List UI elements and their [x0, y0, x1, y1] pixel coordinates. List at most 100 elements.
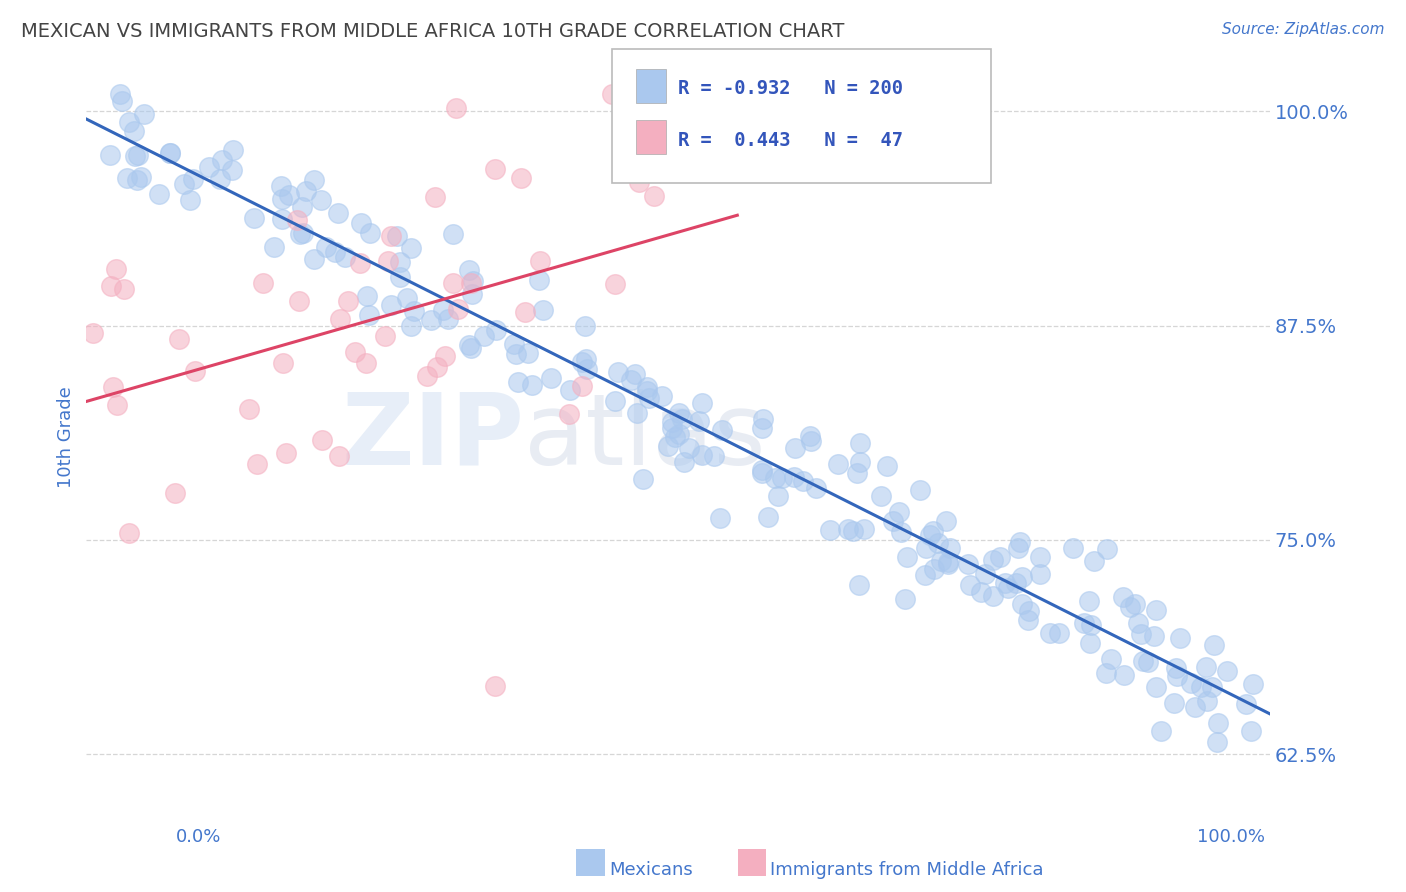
Point	[359, 226, 381, 240]
Point	[1130, 627, 1153, 641]
Text: ZIP: ZIP	[342, 389, 524, 485]
Point	[574, 318, 596, 333]
Point	[402, 304, 425, 318]
Text: atlas: atlas	[524, 389, 766, 485]
Point	[770, 471, 793, 485]
Point	[211, 153, 233, 168]
Point	[688, 414, 710, 428]
Point	[1142, 629, 1164, 643]
Point	[263, 240, 285, 254]
Point	[690, 448, 713, 462]
Point	[461, 287, 484, 301]
Point	[388, 269, 411, 284]
Point	[766, 489, 789, 503]
Point	[763, 470, 786, 484]
Point	[159, 146, 181, 161]
Point	[922, 562, 945, 576]
Point	[209, 172, 232, 186]
Point	[1197, 694, 1219, 708]
Point	[517, 346, 540, 360]
Point	[520, 377, 543, 392]
Point	[302, 172, 325, 186]
Point	[485, 324, 508, 338]
Point	[419, 313, 441, 327]
Point	[129, 170, 152, 185]
Point	[460, 341, 482, 355]
Point	[1163, 696, 1185, 710]
Point	[441, 227, 464, 242]
Point	[882, 514, 904, 528]
Point	[846, 466, 869, 480]
Point	[852, 522, 875, 536]
Point	[328, 449, 350, 463]
Point	[515, 305, 537, 319]
Point	[278, 187, 301, 202]
Point	[1010, 535, 1032, 549]
Point	[315, 240, 337, 254]
Point	[295, 184, 318, 198]
Point	[114, 282, 136, 296]
Point	[291, 226, 314, 240]
Point	[657, 439, 679, 453]
Text: MEXICAN VS IMMIGRANTS FROM MIDDLE AFRICA 10TH GRADE CORRELATION CHART: MEXICAN VS IMMIGRANTS FROM MIDDLE AFRICA…	[21, 22, 845, 41]
Point	[1011, 597, 1033, 611]
Point	[354, 356, 377, 370]
Point	[415, 369, 437, 384]
Point	[399, 241, 422, 255]
Point	[356, 289, 378, 303]
Point	[1047, 625, 1070, 640]
Point	[571, 378, 593, 392]
Point	[673, 455, 696, 469]
Point	[661, 415, 683, 429]
Point	[401, 318, 423, 333]
Point	[1144, 681, 1167, 695]
Point	[380, 298, 402, 312]
Point	[936, 557, 959, 571]
Point	[994, 576, 1017, 591]
Point	[98, 148, 121, 162]
Point	[100, 279, 122, 293]
Point	[288, 227, 311, 241]
Point	[1189, 680, 1212, 694]
Point	[527, 273, 550, 287]
Point	[914, 567, 936, 582]
Point	[603, 394, 626, 409]
Point	[636, 379, 658, 393]
Point	[626, 406, 648, 420]
Point	[751, 466, 773, 480]
Point	[1136, 656, 1159, 670]
Text: 0.0%: 0.0%	[176, 828, 221, 846]
Point	[936, 555, 959, 569]
Point	[221, 162, 243, 177]
Point	[1132, 653, 1154, 667]
Point	[108, 87, 131, 102]
Point	[876, 458, 898, 473]
Point	[1168, 631, 1191, 645]
Text: Immigrants from Middle Africa: Immigrants from Middle Africa	[770, 861, 1045, 879]
Point	[1011, 570, 1033, 584]
Point	[309, 193, 332, 207]
Point	[1029, 549, 1052, 564]
Point	[988, 549, 1011, 564]
Point	[118, 526, 141, 541]
Point	[1112, 591, 1135, 605]
Point	[1125, 597, 1147, 611]
Point	[285, 212, 308, 227]
Point	[890, 524, 912, 539]
Point	[1018, 603, 1040, 617]
Point	[127, 148, 149, 162]
Text: R =  0.443   N =  47: R = 0.443 N = 47	[678, 131, 903, 150]
Point	[426, 360, 449, 375]
Point	[703, 449, 725, 463]
Point	[800, 434, 823, 448]
Point	[751, 463, 773, 477]
Point	[502, 337, 524, 351]
Point	[939, 541, 962, 556]
Point	[605, 277, 627, 291]
Point	[678, 442, 700, 456]
Point	[395, 291, 418, 305]
Point	[650, 87, 672, 102]
Point	[388, 254, 411, 268]
Point	[463, 274, 485, 288]
Point	[447, 301, 470, 316]
